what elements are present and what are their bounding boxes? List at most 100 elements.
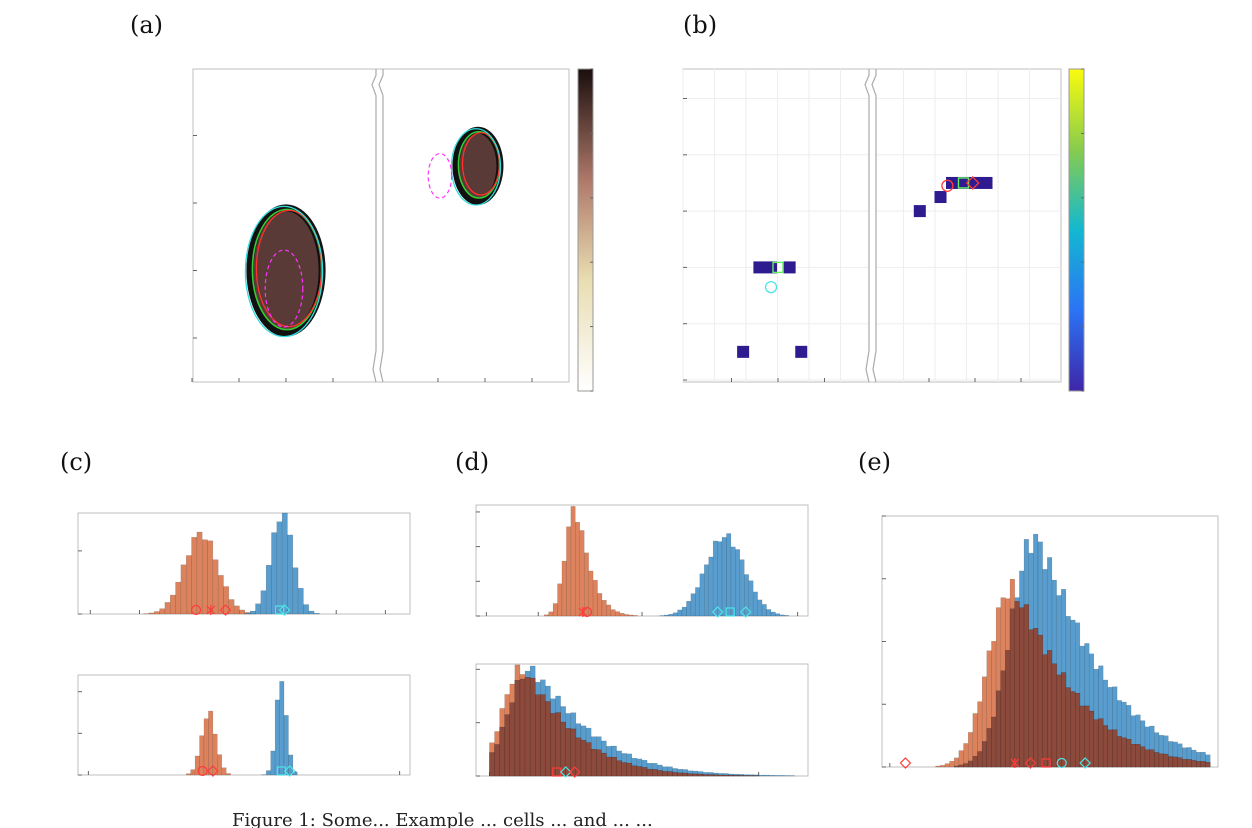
blue-histogram-bar — [735, 549, 741, 617]
estimate-square-marker — [725, 607, 735, 617]
overlap-histogram-bar — [606, 756, 612, 777]
overlap-histogram-bar — [1168, 756, 1174, 768]
center-of-mass-point — [913, 205, 926, 218]
overlap-histogram-bar — [545, 701, 551, 777]
center-of-mass-point — [765, 261, 778, 274]
blue-histogram-bar — [712, 540, 718, 617]
axis-break-line — [378, 69, 384, 383]
blue-histogram-bar — [726, 533, 732, 617]
overlap-histogram-bar — [963, 763, 969, 768]
overlap-histogram-bar — [580, 740, 587, 777]
overlap-histogram-bar — [728, 775, 734, 777]
overlap-histogram-bar — [1037, 634, 1043, 768]
blue-histogram-bar — [283, 715, 289, 776]
overlap-histogram-bar — [1102, 725, 1109, 768]
overlap-histogram-bar — [1140, 746, 1146, 768]
overlap-histogram-bar — [560, 721, 566, 777]
overlap-histogram-bar — [1093, 719, 1099, 768]
overlap-histogram-bar — [718, 774, 724, 777]
overlap-histogram-bar — [529, 677, 536, 777]
blue-histogram-bar — [249, 610, 256, 615]
overlap-histogram-bar — [723, 774, 729, 777]
estimate-square-marker — [275, 605, 285, 615]
estimate-diamond-marker — [711, 606, 724, 618]
cell-body — [253, 211, 319, 330]
center-of-mass-point — [737, 345, 750, 358]
orange-histogram-bar — [619, 613, 625, 617]
orange-histogram-bar — [226, 773, 231, 776]
overlap-histogram-bar — [514, 680, 521, 777]
orange-histogram-bar — [557, 583, 563, 617]
overlap-histogram-bar — [995, 690, 1001, 768]
cell-contour-red — [461, 132, 501, 196]
overlap-histogram-bar — [616, 760, 622, 777]
overlap-histogram-bar — [1107, 729, 1113, 768]
estimate-circle-marker — [581, 606, 593, 618]
orange-histogram-bar — [180, 564, 187, 615]
orange-histogram-bar — [233, 605, 240, 615]
orange-histogram-bar — [154, 611, 160, 615]
panel-label-e: (e) — [858, 448, 891, 476]
cell-body — [459, 133, 497, 198]
blue-histogram-bar — [763, 774, 770, 777]
orange-histogram-bar — [196, 531, 203, 615]
orange-histogram-bar — [194, 755, 200, 776]
blue-histogram-bar — [704, 564, 709, 617]
orange-histogram-bar — [217, 754, 222, 776]
estimate-diamond-marker — [1024, 757, 1037, 769]
panel-d-area — [475, 504, 809, 618]
orange-histogram-bar — [212, 733, 218, 776]
estimate-diamond-marker — [568, 766, 581, 778]
overlap-histogram-bar — [1172, 756, 1178, 768]
orange-histogram-bar — [201, 539, 208, 615]
blue-histogram-bar — [292, 567, 299, 615]
initial-guess-dashed-ellipse — [427, 153, 453, 199]
blue-histogram-bar — [288, 754, 294, 776]
plot-area — [77, 674, 411, 776]
overlap-histogram-bar — [1158, 753, 1164, 768]
axis-break-line — [371, 69, 377, 383]
overlap-histogram-bar — [1075, 692, 1081, 768]
orange-histogram-bar — [958, 750, 964, 768]
overlap-histogram-bar — [672, 772, 678, 777]
orange-histogram-bar — [935, 765, 941, 768]
overlap-histogram-bar — [682, 772, 688, 777]
estimate-circle-marker — [190, 604, 202, 616]
blue-histogram-bar — [695, 587, 701, 617]
blue-histogram-bar — [255, 603, 262, 615]
overlap-histogram-bar — [489, 752, 495, 777]
estimate-diamond-marker — [219, 604, 232, 616]
overlap-histogram-bar — [519, 678, 526, 777]
center-of-mass-point — [980, 176, 993, 189]
orange-histogram-bar — [221, 767, 227, 776]
overlap-histogram-bar — [954, 765, 960, 768]
axis-break-gap — [375, 70, 383, 381]
blue-histogram-bar — [292, 772, 298, 776]
overlap-histogram-bar — [1112, 729, 1118, 768]
blue-histogram-bar — [270, 750, 276, 776]
orange-histogram-bar — [949, 760, 955, 768]
overlap-histogram-bar — [1088, 710, 1095, 768]
overlap-histogram-bar — [1149, 749, 1155, 768]
overlap-histogram-bar — [967, 760, 974, 768]
panel-c-minimum-radius — [77, 512, 411, 616]
overlap-histogram-bar — [697, 773, 704, 777]
orange-histogram-bar — [208, 710, 214, 776]
overlap-histogram-bar — [1205, 762, 1211, 768]
overlap-histogram-bar — [738, 775, 744, 777]
overlap-histogram-bar — [1196, 761, 1202, 768]
overlap-histogram-bar — [662, 771, 668, 777]
overlap-histogram-bar — [1023, 604, 1029, 768]
blue-histogram-bar — [774, 775, 780, 777]
overlap-histogram-bar — [550, 713, 556, 777]
overlap-histogram-bar — [535, 694, 541, 777]
panel-e-shear-modulus — [881, 515, 1219, 769]
orange-histogram-bar — [207, 540, 214, 615]
orange-histogram-bar — [954, 757, 960, 768]
overlap-histogram-bar — [509, 702, 516, 777]
blue-histogram-bar — [717, 541, 723, 617]
overlap-histogram-bar — [1047, 650, 1053, 768]
blue-histogram-bar — [313, 613, 320, 615]
overlap-histogram-bar — [585, 742, 592, 777]
